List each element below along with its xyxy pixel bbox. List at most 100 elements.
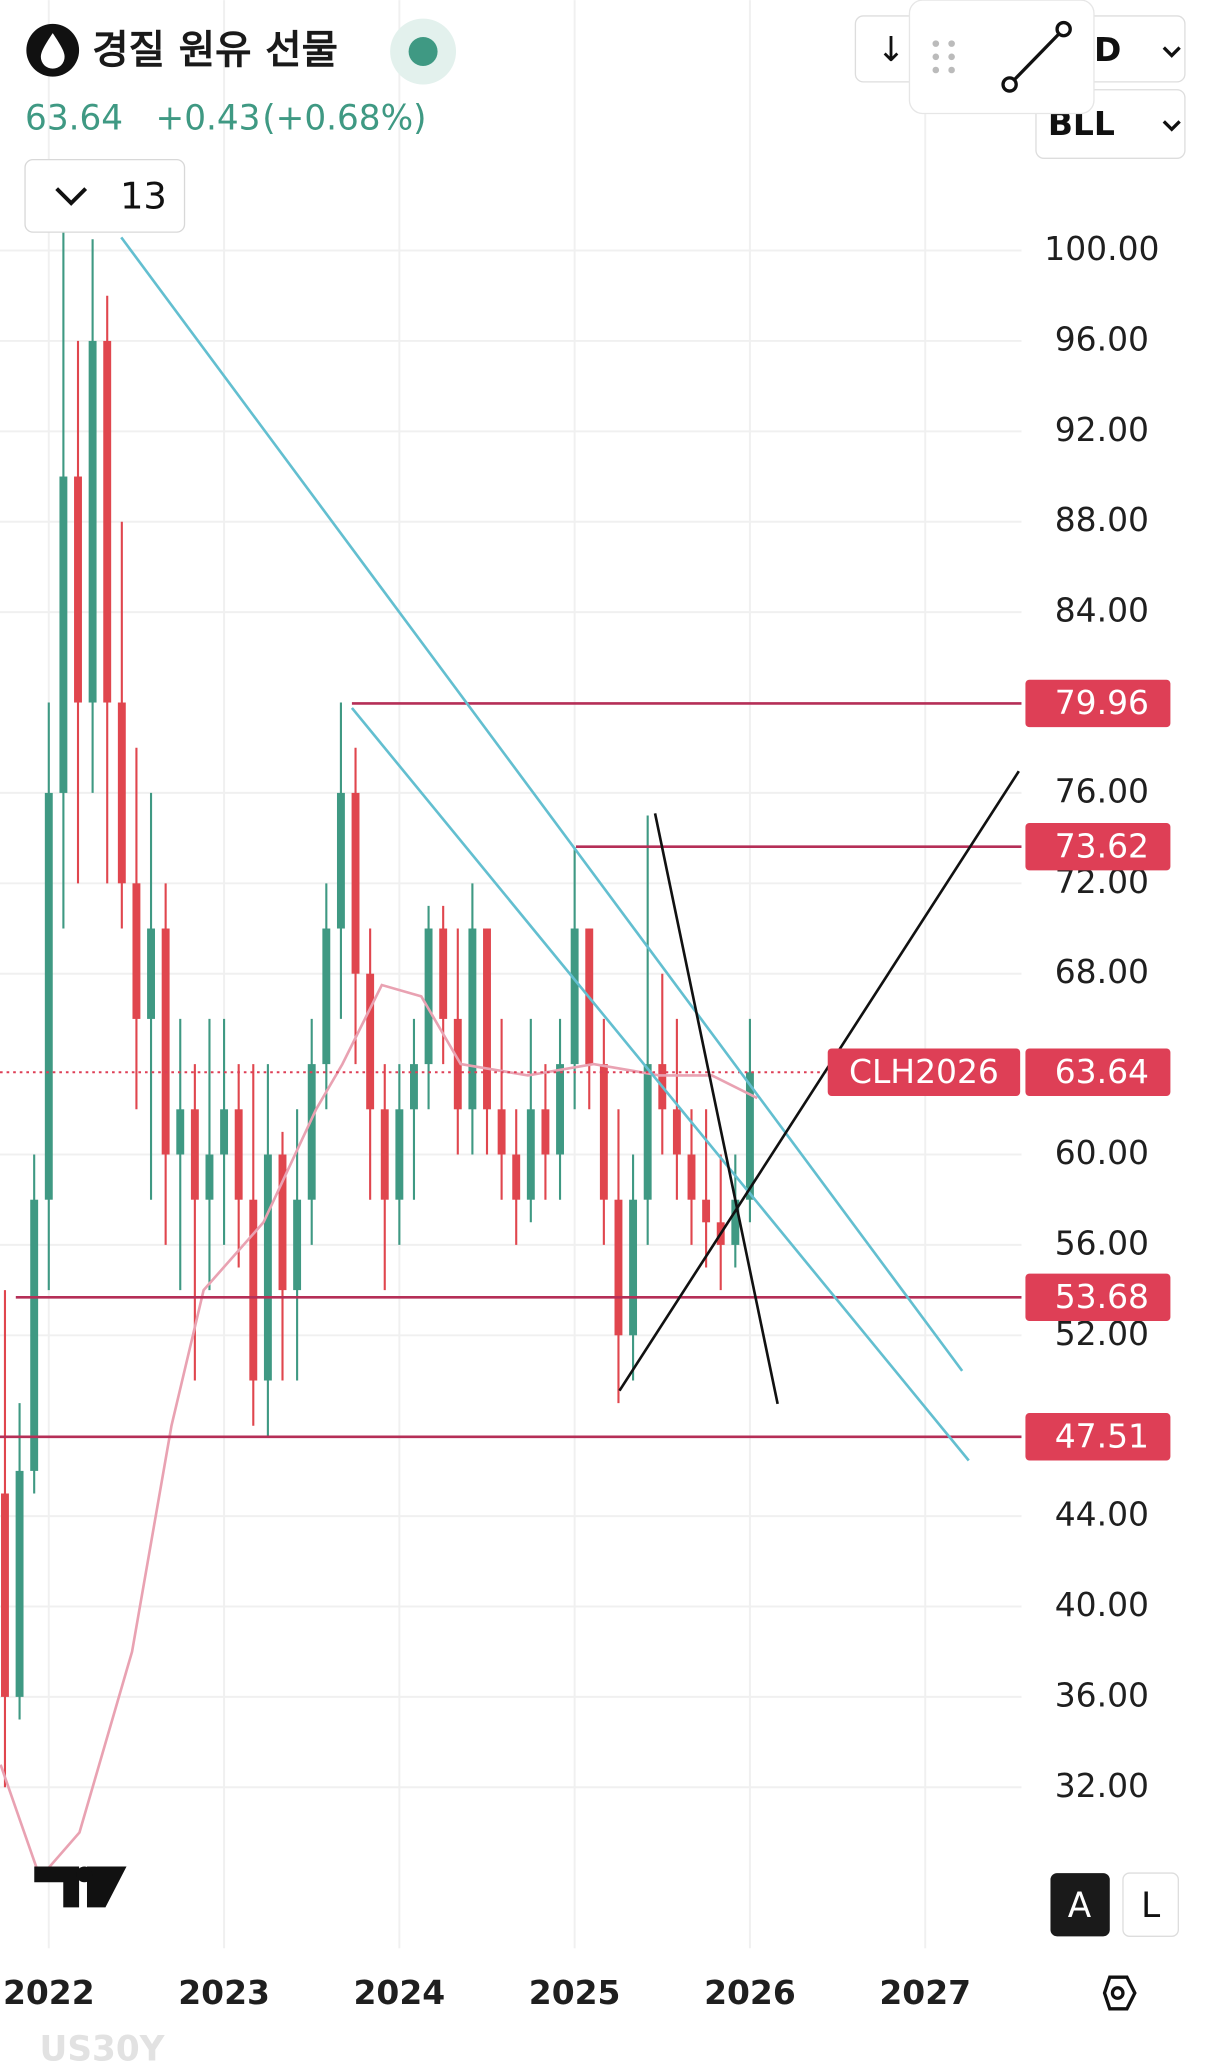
x-tick-label: 2027 — [879, 1973, 971, 2012]
candle-body — [497, 1109, 506, 1155]
candle-body — [483, 928, 491, 1110]
candle-body — [74, 476, 82, 703]
last-price-badge — [1025, 1048, 1171, 1096]
candle-body — [424, 928, 433, 1065]
candle-body — [147, 928, 155, 1019]
change-pct: (+0.68%) — [262, 99, 426, 139]
candle-body — [453, 1018, 462, 1110]
candle-body — [702, 1199, 711, 1223]
y-tick-label: 56.00 — [1055, 1223, 1149, 1262]
candle-body — [745, 1072, 754, 1200]
candle-body — [672, 1109, 681, 1155]
log-scale-label: L — [1141, 1886, 1160, 1926]
candle-body — [629, 1199, 638, 1336]
candle-body — [1, 1493, 9, 1697]
interval-button[interactable] — [24, 158, 186, 233]
plot — [0, 227, 1022, 1881]
candle-body — [44, 792, 53, 1200]
moving-average — [0, 983, 758, 1881]
candle-body — [132, 883, 141, 1019]
candle-body — [59, 476, 68, 793]
x-tick-label: 2024 — [354, 1973, 446, 2012]
axis-labels: 32.0036.0040.0044.0052.0056.0060.0068.00… — [3, 229, 1171, 2012]
y-tick-label: 60.00 — [1055, 1133, 1149, 1172]
candle-body — [205, 1154, 214, 1200]
x-tick-label: 2023 — [178, 1973, 270, 2012]
candle-body — [439, 928, 448, 1019]
chevron — [55, 187, 88, 206]
price: 63.64 — [25, 99, 123, 139]
auto-scale-button[interactable] — [1050, 1873, 1110, 1937]
level-label: 79.96 — [1055, 683, 1149, 722]
y-tick-label: 76.00 — [1055, 771, 1149, 810]
candle-body — [599, 1064, 608, 1200]
candle-body — [15, 1470, 24, 1697]
candle-body — [293, 1199, 302, 1291]
x-tick-label: 2026 — [704, 1973, 796, 2012]
interval-count: 13 — [120, 174, 167, 217]
y-tick-label: 88.00 — [1055, 500, 1149, 539]
footer: A L US30Y — [34, 1866, 1179, 2063]
x-tick-label: 2025 — [529, 1973, 621, 2012]
symbol-label: CLH2026 — [849, 1052, 999, 1091]
candle-body — [278, 1154, 287, 1291]
currency: D — [1094, 30, 1121, 69]
grid — [0, 0, 1022, 1949]
candle-body — [263, 1154, 272, 1381]
change: +0.43 — [156, 99, 261, 139]
candle-body — [117, 702, 126, 884]
drop-icon — [40, 33, 65, 69]
x-tick-label: 2022 — [3, 1973, 95, 2012]
candle-body — [366, 973, 375, 1110]
y-tick-label: 84.00 — [1055, 591, 1149, 630]
candle-body — [468, 928, 477, 1110]
candle-body — [395, 1109, 404, 1200]
y-tick-label: 32.00 — [1055, 1766, 1149, 1805]
status-dot — [408, 37, 438, 67]
candle-body — [643, 1064, 652, 1200]
auto-scale-label: A — [1068, 1886, 1092, 1926]
candle-body — [614, 1199, 623, 1336]
candle-body — [687, 1154, 696, 1200]
candle-body — [322, 928, 331, 1065]
trendline — [653, 813, 779, 1405]
y-tick-label: 92.00 — [1055, 410, 1149, 449]
y-tick-label: 68.00 — [1055, 952, 1149, 991]
trendline — [120, 236, 964, 1372]
symbol-title: 경질 원유 선물 — [92, 27, 338, 73]
candle-body — [220, 1109, 229, 1155]
candle-body — [88, 340, 97, 703]
chevron — [1162, 46, 1181, 58]
y-tick-label: 44.00 — [1055, 1495, 1149, 1534]
level-label: 53.68 — [1055, 1277, 1149, 1316]
symbol-badge — [827, 1048, 1021, 1096]
candle-body — [103, 340, 112, 703]
download-icon: ↓ — [877, 30, 906, 70]
drawing-toolbar — [908, 0, 1095, 115]
chevron — [1162, 120, 1181, 132]
trendlines — [120, 236, 1020, 1462]
level-label: 47.51 — [1055, 1417, 1149, 1456]
y-tick-label: 40.00 — [1055, 1585, 1149, 1624]
logo — [76, 1866, 93, 1883]
line-tool[interactable] — [1001, 20, 1072, 93]
level-badge — [1025, 822, 1171, 871]
settings-icon[interactable] — [1102, 1975, 1137, 2011]
watermark: US30Y — [40, 2029, 166, 2063]
candle-body — [234, 1109, 243, 1200]
candle-body — [512, 1154, 521, 1200]
y-tick-label: 36.00 — [1055, 1675, 1149, 1714]
logo — [34, 1866, 127, 1908]
candle-body — [161, 928, 170, 1155]
candle-body — [249, 1199, 258, 1381]
candle-body — [556, 1064, 564, 1155]
candle-body — [541, 1109, 550, 1155]
candle-body — [351, 792, 360, 974]
log-scale-button[interactable] — [1122, 1872, 1179, 1937]
candle-body — [176, 1109, 185, 1155]
drag-handle[interactable] — [932, 40, 955, 74]
candle-body — [526, 1109, 535, 1200]
candle-body — [380, 1109, 389, 1200]
